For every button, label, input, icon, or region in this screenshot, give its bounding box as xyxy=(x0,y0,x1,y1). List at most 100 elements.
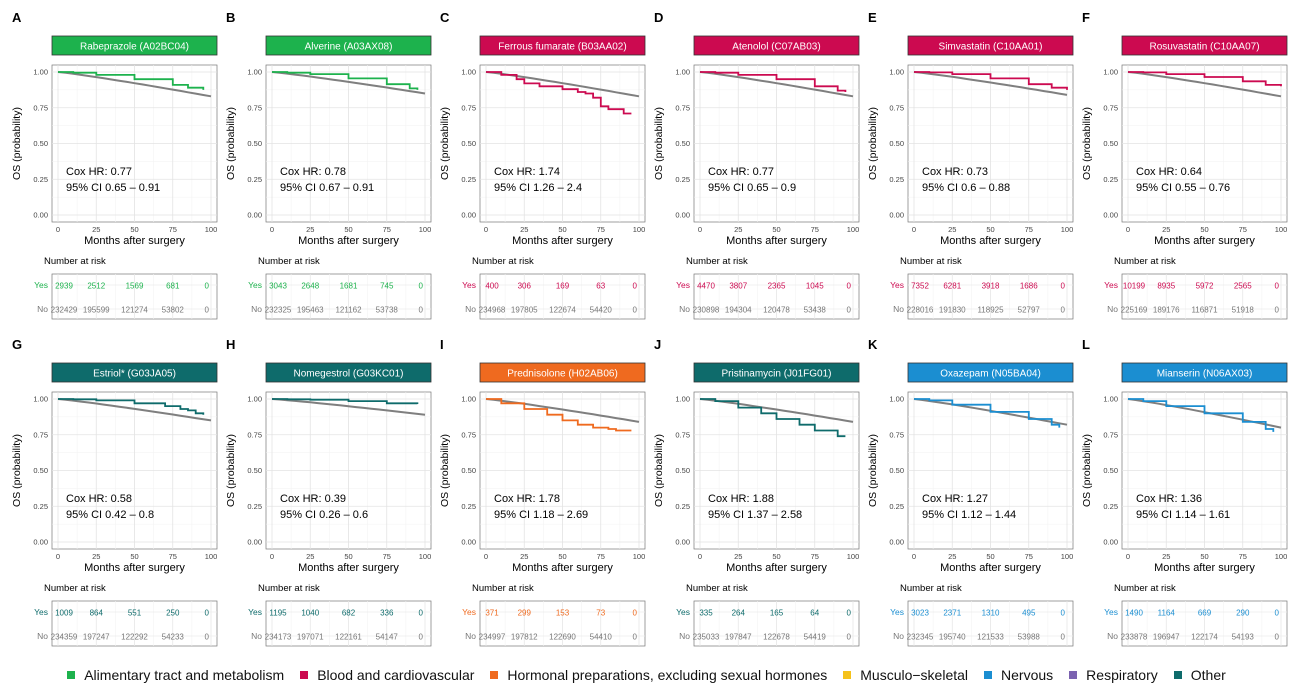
risk-count-yes: 335 xyxy=(699,609,713,618)
legend-label: Hormonal preparations, excluding sexual … xyxy=(507,667,828,683)
risk-count-no: 195599 xyxy=(83,306,110,315)
drug-survival-curve xyxy=(1128,398,1275,432)
risk-count-yes: 2365 xyxy=(768,282,786,291)
x-tick-label: 50 xyxy=(1200,552,1208,561)
risk-row-label-no: No xyxy=(679,631,690,641)
panel-l: L Mianserin (N06AX03) 0.00 0.25 0.50 0.75 1.00… xyxy=(1081,337,1288,647)
y-axis-label: OS (probability) xyxy=(1081,434,1093,507)
panel-e: E Simvastatin (C10AA01) 0.00 0.25 0.50 0.75 1.… xyxy=(867,10,1074,320)
risk-count-no: 232345 xyxy=(907,633,934,642)
risk-count-no: 51918 xyxy=(1232,306,1255,315)
risk-count-yes: 153 xyxy=(556,609,570,618)
risk-count-no: 122678 xyxy=(763,633,790,642)
strip-title: Rosuvastatin (C10AA07) xyxy=(1149,42,1259,53)
x-tick-label: 75 xyxy=(169,225,177,234)
x-tick-label: 25 xyxy=(520,552,528,561)
y-tick-label: 0.25 xyxy=(247,502,262,511)
strip-title: Alverine (A03AX08) xyxy=(305,42,393,53)
drug-survival-curve xyxy=(486,71,632,115)
y-tick-label: 0.00 xyxy=(675,538,690,547)
risk-count-no: 0 xyxy=(1061,306,1066,315)
risk-count-yes: 0 xyxy=(633,282,638,291)
x-axis-label: Months after surgery xyxy=(940,562,1041,574)
x-tick-label: 0 xyxy=(56,552,60,561)
strip-box xyxy=(479,362,646,383)
y-tick-label: 0.75 xyxy=(1103,103,1118,112)
risk-count-no: 0 xyxy=(419,633,424,642)
risk-count-no: 0 xyxy=(205,633,210,642)
risk-row-label-no: No xyxy=(1107,304,1118,314)
risk-row-label-no: No xyxy=(37,304,48,314)
legend-swatch xyxy=(300,671,309,679)
risk-count-no: 122292 xyxy=(121,633,148,642)
cox-hr-label: Cox HR: 0.64 xyxy=(1136,166,1202,178)
reference-curve xyxy=(699,71,854,98)
risk-row-label-yes: Yes xyxy=(462,280,476,290)
risk-row-label-no: No xyxy=(465,631,476,641)
y-axis-label: OS (probability) xyxy=(653,434,665,507)
x-tick-label: 50 xyxy=(986,552,994,561)
risk-count-no: 194304 xyxy=(725,306,752,315)
risk-count-yes: 8935 xyxy=(1157,282,1175,291)
drug-survival-curve xyxy=(914,398,1061,428)
risk-count-no: 118925 xyxy=(977,306,1004,315)
cox-hr-label: Cox HR: 0.77 xyxy=(66,166,132,178)
x-tick-label: 50 xyxy=(344,552,352,561)
risk-count-yes: 0 xyxy=(419,282,424,291)
x-tick-label: 25 xyxy=(520,225,528,234)
panel-j: J Pristinamycin (J01FG01) 0.00 0.25 0.50 0.75… xyxy=(653,337,860,647)
x-axis-label: Months after surgery xyxy=(1154,235,1255,247)
risk-row-label-yes: Yes xyxy=(248,607,262,617)
risk-count-yes: 1490 xyxy=(1125,609,1143,618)
risk-count-no: 0 xyxy=(1061,633,1066,642)
legend-label: Alimentary tract and metabolism xyxy=(84,667,285,683)
y-tick-label: 0.25 xyxy=(675,175,690,184)
risk-count-no: 191830 xyxy=(939,306,966,315)
x-tick-label: 0 xyxy=(1126,225,1130,234)
risk-count-yes: 336 xyxy=(380,609,394,618)
ci-label: 95% CI 0.65 – 0.9 xyxy=(708,182,796,194)
x-axis-label: Months after surgery xyxy=(1154,562,1255,574)
panel-letter: D xyxy=(654,10,663,25)
drug-survival-curve xyxy=(700,71,847,92)
ci-label: 95% CI 0.65 – 0.91 xyxy=(66,182,160,194)
risk-count-yes: 0 xyxy=(1061,609,1066,618)
x-tick-label: 100 xyxy=(419,225,432,234)
legend-item-alimentary: Alimentary tract and metabolism xyxy=(67,667,284,683)
risk-count-no: 53738 xyxy=(376,306,399,315)
panel-letter: J xyxy=(654,337,661,352)
risk-count-no: 54419 xyxy=(804,633,827,642)
risk-count-no: 232429 xyxy=(51,306,78,315)
risk-count-no: 0 xyxy=(205,306,210,315)
y-tick-label: 1.00 xyxy=(247,395,262,404)
x-tick-label: 0 xyxy=(1126,552,1130,561)
risk-title: Number at risk xyxy=(44,256,106,267)
risk-row-label-no: No xyxy=(465,304,476,314)
y-tick-label: 0.00 xyxy=(33,538,48,547)
x-tick-label: 100 xyxy=(1275,225,1288,234)
risk-count-yes: 169 xyxy=(556,282,570,291)
panel-f: F Rosuvastatin (C10AA07) 0.00 0.25 0.50 0.75 1… xyxy=(1081,10,1288,320)
y-tick-label: 0.00 xyxy=(889,211,904,220)
x-tick-label: 50 xyxy=(344,225,352,234)
y-tick-label: 0.50 xyxy=(247,466,262,475)
risk-count-yes: 63 xyxy=(596,282,605,291)
risk-count-no: 0 xyxy=(1275,306,1280,315)
risk-row-label-yes: Yes xyxy=(462,607,476,617)
risk-count-yes: 165 xyxy=(770,609,784,618)
panel-letter: A xyxy=(12,10,22,25)
risk-count-yes: 2648 xyxy=(301,282,319,291)
x-tick-label: 50 xyxy=(130,552,138,561)
x-axis-label: Months after surgery xyxy=(940,235,1041,247)
legend-label: Musculo−skeletal xyxy=(860,667,969,683)
y-tick-label: 0.75 xyxy=(889,430,904,439)
risk-count-yes: 3918 xyxy=(982,282,1000,291)
risk-count-yes: 0 xyxy=(847,282,852,291)
drug-survival-curve xyxy=(58,398,205,415)
x-axis-label: Months after surgery xyxy=(726,562,827,574)
y-axis-label: OS (probability) xyxy=(1081,107,1093,180)
x-tick-label: 75 xyxy=(597,552,605,561)
x-tick-label: 75 xyxy=(811,552,819,561)
x-tick-label: 0 xyxy=(484,225,488,234)
y-tick-label: 0.00 xyxy=(1103,211,1118,220)
